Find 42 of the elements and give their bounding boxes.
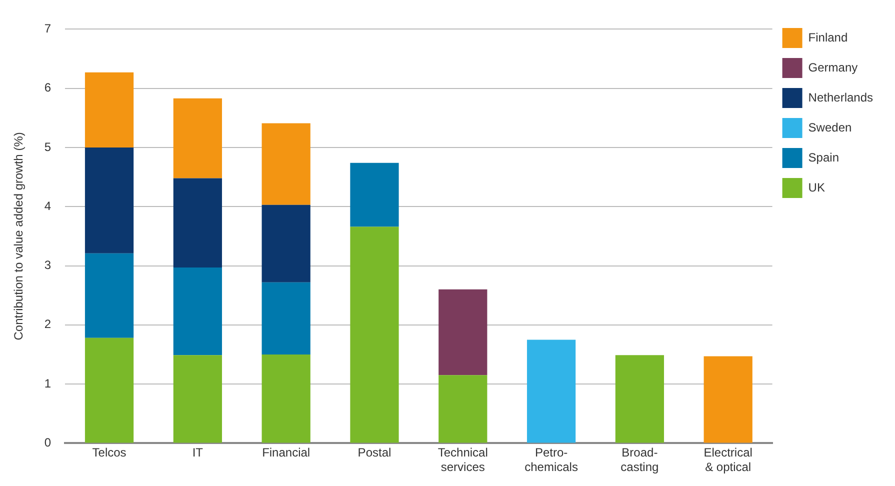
- bar: [615, 355, 664, 443]
- y-tick-label: 7: [44, 22, 52, 36]
- bar: [84, 338, 134, 443]
- y-tick-label: 3: [44, 258, 52, 272]
- y-tick-label: 2: [44, 317, 52, 332]
- bar: [262, 354, 310, 443]
- y-tick-label: 1: [44, 376, 52, 390]
- legend-label: UK: [808, 180, 825, 194]
- y-tick-label: 4: [44, 198, 52, 213]
- legend-label: Sweden: [808, 120, 852, 134]
- x-tick-label: Postal: [358, 446, 392, 460]
- bar: [173, 268, 222, 356]
- bar: [84, 72, 134, 148]
- x-tick-label: Technical services: [438, 446, 488, 474]
- x-tick-label: IT: [192, 446, 204, 460]
- y-axis-title: Contribution to value added growth (%): [12, 132, 26, 340]
- x-tick-label: Financial: [262, 446, 310, 460]
- bar: [526, 340, 576, 443]
- legend-label: Finland: [808, 30, 848, 44]
- bar: [173, 178, 222, 268]
- x-tick-label: Broad-casting: [620, 446, 659, 474]
- bar: [84, 253, 134, 338]
- x-tick-label: Telcos: [92, 446, 126, 460]
- bar: [84, 147, 134, 254]
- bar: [173, 98, 222, 178]
- legend-label: Germany: [808, 60, 858, 74]
- legend-label: Netherlands: [808, 90, 874, 104]
- bar: [438, 289, 488, 376]
- bar: [350, 226, 399, 443]
- x-tick-label: Electrical & optical: [704, 446, 752, 474]
- bar: [262, 123, 310, 205]
- y-tick-label: 0: [44, 436, 52, 450]
- bar: [262, 282, 310, 354]
- bar: [173, 355, 222, 443]
- bar: [438, 375, 488, 443]
- x-tick-label: Petro-chemicals: [524, 446, 578, 474]
- y-tick-label: 5: [44, 140, 52, 154]
- bar: [704, 356, 752, 443]
- y-tick-label: 6: [44, 80, 52, 95]
- bar: [350, 162, 399, 227]
- legend-label: Spain: [808, 150, 839, 164]
- bar: [262, 204, 310, 282]
